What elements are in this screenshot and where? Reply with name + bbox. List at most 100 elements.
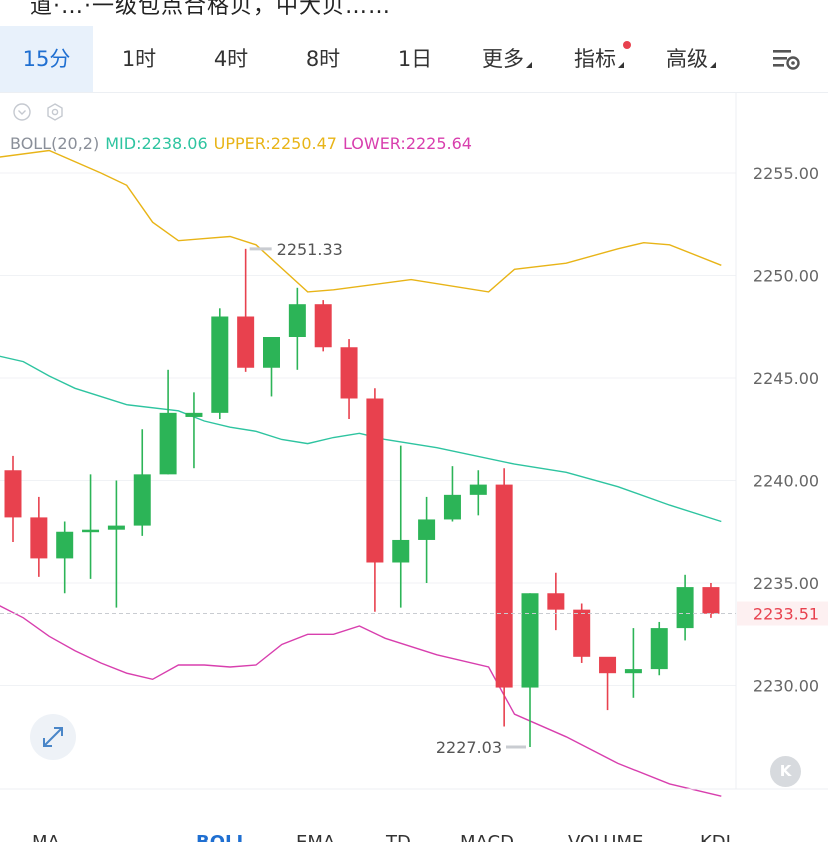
- indicator-settings-icon[interactable]: [47, 103, 63, 121]
- tab-advanced[interactable]: 高级: [645, 26, 737, 92]
- candle: [237, 248, 255, 372]
- expand-arrows-icon: [43, 727, 63, 747]
- price-markers: 2251.33 2227.03: [0, 240, 736, 757]
- candle-body: [56, 531, 74, 559]
- price-tick-label: 2255.00: [753, 164, 819, 183]
- tab-kdj[interactable]: KDJ: [700, 832, 731, 842]
- candle-body: [82, 529, 100, 533]
- candle: [495, 468, 513, 727]
- candle-body: [624, 669, 642, 674]
- candle-body: [650, 628, 668, 670]
- candle: [521, 593, 539, 747]
- candle: [392, 445, 410, 608]
- candle: [288, 287, 306, 370]
- candle-body: [599, 656, 617, 674]
- notification-dot: [623, 41, 631, 49]
- candle: [263, 337, 280, 397]
- dropdown-corner-icon: [710, 62, 716, 68]
- candle-body: [340, 347, 358, 399]
- candle: [56, 521, 74, 594]
- boll-mid-label: MID:2238.06: [105, 134, 208, 153]
- boll-mid-line: [0, 355, 722, 523]
- tab-ema[interactable]: EMA: [296, 832, 335, 842]
- indicator-tabbar: MA … BOLL EMA TD MACD VOLUME KDJ: [0, 826, 828, 842]
- tab-1h[interactable]: 1时: [121, 47, 157, 71]
- tab-boll[interactable]: BOLL: [196, 832, 248, 842]
- dropdown-corner-icon: [526, 62, 532, 68]
- price-tick-label: 2235.00: [753, 574, 819, 593]
- tab-1d[interactable]: 1日: [397, 47, 433, 71]
- candle: [340, 339, 358, 419]
- tab-15min[interactable]: 15分: [0, 26, 93, 92]
- price-chart[interactable]: 2251.33 2227.03 2230.00 2235.00 2240.00 2245…: [0, 92, 828, 797]
- candle-body: [469, 484, 487, 495]
- candles: [4, 248, 720, 747]
- tab-more[interactable]: 更多: [461, 26, 553, 92]
- indicator-controls: [12, 102, 68, 126]
- price-tick-label: 2245.00: [753, 369, 819, 388]
- boll-lower-line: [0, 605, 722, 797]
- candle-body: [702, 587, 720, 614]
- price-tick-label: 2240.00: [753, 472, 819, 491]
- boll-upper-label: UPPER:2250.47: [213, 134, 337, 153]
- current-price-label: 2233.51: [753, 605, 819, 624]
- low-price-label: 2227.03: [436, 738, 502, 757]
- candle: [159, 369, 177, 475]
- candle: [30, 496, 48, 577]
- candle-body: [547, 593, 565, 610]
- candle-body: [30, 517, 48, 559]
- candle-body: [314, 304, 332, 348]
- high-price-label: 2251.33: [277, 240, 343, 259]
- candle-body: [107, 525, 125, 530]
- interval-toolbar: 15分 1时 4时 8时 1日 更多 指标 高级: [0, 26, 828, 93]
- candle-body: [237, 316, 255, 368]
- tab-td[interactable]: TD: [386, 832, 411, 842]
- candle: [185, 392, 203, 469]
- candle-body: [159, 412, 177, 475]
- candle: [107, 480, 125, 608]
- candle: [133, 429, 151, 536]
- candle: [547, 572, 565, 631]
- fullscreen-button[interactable]: [30, 714, 76, 760]
- candle-body: [573, 609, 591, 657]
- tab-volume[interactable]: VOLUME: [568, 832, 643, 842]
- tab-ma[interactable]: MA: [32, 832, 60, 842]
- tab-other[interactable]: …: [110, 832, 128, 842]
- boll-bands: [0, 149, 722, 797]
- price-tick-label: 2250.00: [753, 267, 819, 286]
- tab-macd[interactable]: MACD: [460, 832, 514, 842]
- candle: [211, 308, 229, 419]
- candle: [676, 574, 694, 641]
- candle-body: [4, 470, 22, 518]
- time-axis: 1 08:1504-11 10:1504-11 12:1504-11 14:15: [0, 788, 828, 790]
- kline-toggle-button[interactable]: K: [770, 756, 801, 787]
- dropdown-corner-icon: [618, 62, 624, 68]
- candle-body: [676, 587, 694, 629]
- price-tick-label: 2230.00: [753, 677, 819, 696]
- candle: [599, 656, 617, 711]
- chart-settings-icon[interactable]: [772, 46, 802, 72]
- candle: [650, 621, 668, 676]
- candle: [4, 455, 22, 542]
- candle: [573, 603, 591, 663]
- candle: [82, 474, 100, 579]
- tab-4h[interactable]: 4时: [213, 47, 249, 71]
- current-price-tag: [737, 601, 828, 626]
- candle-body: [133, 474, 151, 526]
- candle: [314, 300, 332, 352]
- price-axis: 2230.00 2235.00 2240.00 2245.00 2250.00 2255.…: [737, 164, 828, 696]
- candle-body: [521, 593, 539, 688]
- candle: [418, 496, 436, 583]
- tab-indicators[interactable]: 指标: [553, 26, 645, 92]
- candle: [443, 466, 461, 522]
- candle-body: [495, 484, 513, 688]
- candle: [702, 583, 720, 618]
- boll-upper-line: [0, 149, 722, 293]
- chart-grid: [0, 172, 736, 686]
- candle-body: [443, 494, 461, 520]
- collapse-chevron-icon[interactable]: [13, 103, 31, 121]
- candle-body: [418, 519, 436, 540]
- candle-body: [211, 316, 229, 413]
- candle-body: [366, 398, 384, 563]
- tab-8h[interactable]: 8时: [305, 47, 341, 71]
